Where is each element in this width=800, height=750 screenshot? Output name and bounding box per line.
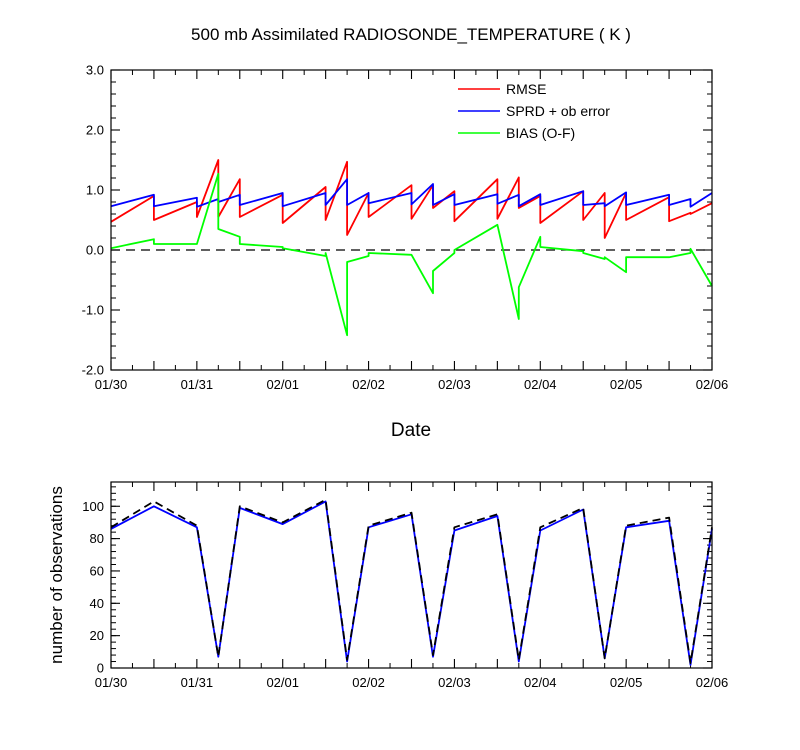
bottom-plot-area: 0 20 40 60 80 100 01/30 01/31 02/01 02/02 02/03 02… bbox=[82, 481, 729, 690]
y-tick-label: 3.0 bbox=[86, 63, 104, 78]
x-tick-label: 02/03 bbox=[438, 377, 471, 392]
x-tick-label: 01/30 bbox=[95, 377, 128, 392]
x-tick-label: 02/06 bbox=[696, 377, 729, 392]
x-tick-label: 02/02 bbox=[352, 675, 385, 690]
y-tick-label: 80 bbox=[90, 531, 104, 546]
x-tick-label: 02/04 bbox=[524, 377, 557, 392]
x-tick-label: 02/01 bbox=[266, 377, 299, 392]
x-tick-label: 02/06 bbox=[696, 675, 729, 690]
series-line-dashed bbox=[110, 498, 713, 664]
x-tick-label: 02/05 bbox=[610, 377, 643, 392]
y-tick-label: 0.0 bbox=[86, 243, 104, 258]
y-tick-label: 60 bbox=[90, 563, 104, 578]
series-line-bias-o-f bbox=[110, 172, 713, 337]
top-x-tick-labels: 01/30 01/31 02/01 02/02 02/03 02/04 02/05 02/06 bbox=[95, 377, 729, 392]
top-plot-frame bbox=[110, 69, 713, 371]
y-tick-label: 0 bbox=[97, 661, 104, 676]
series-line-sprd-ob-error bbox=[110, 178, 713, 208]
x-tick-label: 02/03 bbox=[438, 675, 471, 690]
bottom-y-tick-labels: 0 20 40 60 80 100 bbox=[82, 499, 104, 676]
bottom-plot-frame bbox=[110, 481, 713, 669]
y-tick-label: 20 bbox=[90, 628, 104, 643]
bottom-x-tick-labels: 01/30 01/31 02/01 02/02 02/03 02/04 02/05 02/06 bbox=[95, 675, 729, 690]
legend-label-sprd: SPRD + ob error bbox=[506, 103, 610, 119]
x-tick-label: 02/04 bbox=[524, 675, 557, 690]
x-tick-label: 02/05 bbox=[610, 675, 643, 690]
y-tick-label: 2.0 bbox=[86, 123, 104, 138]
top-y-tick-labels: -2.0 -1.0 0.0 1.0 2.0 3.0 bbox=[82, 63, 104, 378]
legend-label-rmse: RMSE bbox=[506, 81, 546, 97]
y-tick-label: -1.0 bbox=[82, 303, 104, 318]
legend-label-bias: BIAS (O-F) bbox=[506, 125, 575, 141]
y-tick-label: 100 bbox=[82, 499, 104, 514]
x-tick-label: 01/30 bbox=[95, 675, 128, 690]
y-tick-label: 40 bbox=[90, 596, 104, 611]
series-line-solid bbox=[110, 500, 713, 666]
x-tick-label: 02/01 bbox=[266, 675, 299, 690]
y-axis-label: number of observations bbox=[47, 486, 66, 664]
y-tick-label: 1.0 bbox=[86, 183, 104, 198]
x-axis-label: Date bbox=[391, 420, 431, 441]
y-tick-label: -2.0 bbox=[82, 363, 104, 378]
x-tick-label: 01/31 bbox=[181, 377, 214, 392]
chart-title: 500 mb Assimilated RADIOSONDE_TEMPERATUR… bbox=[191, 25, 631, 44]
x-tick-label: 01/31 bbox=[181, 675, 214, 690]
bottom-series-lines bbox=[110, 498, 713, 666]
top-axis-ticks bbox=[110, 69, 713, 371]
top-plot-area: -2.0 -1.0 0.0 1.0 2.0 3.0 01/30 01/31 02/01 02/0… bbox=[82, 63, 729, 393]
legend: RMSE SPRD + ob error BIAS (O-F) bbox=[458, 81, 610, 141]
bottom-axis-ticks bbox=[110, 482, 713, 669]
x-tick-label: 02/02 bbox=[352, 377, 385, 392]
top-series-lines bbox=[110, 159, 713, 337]
